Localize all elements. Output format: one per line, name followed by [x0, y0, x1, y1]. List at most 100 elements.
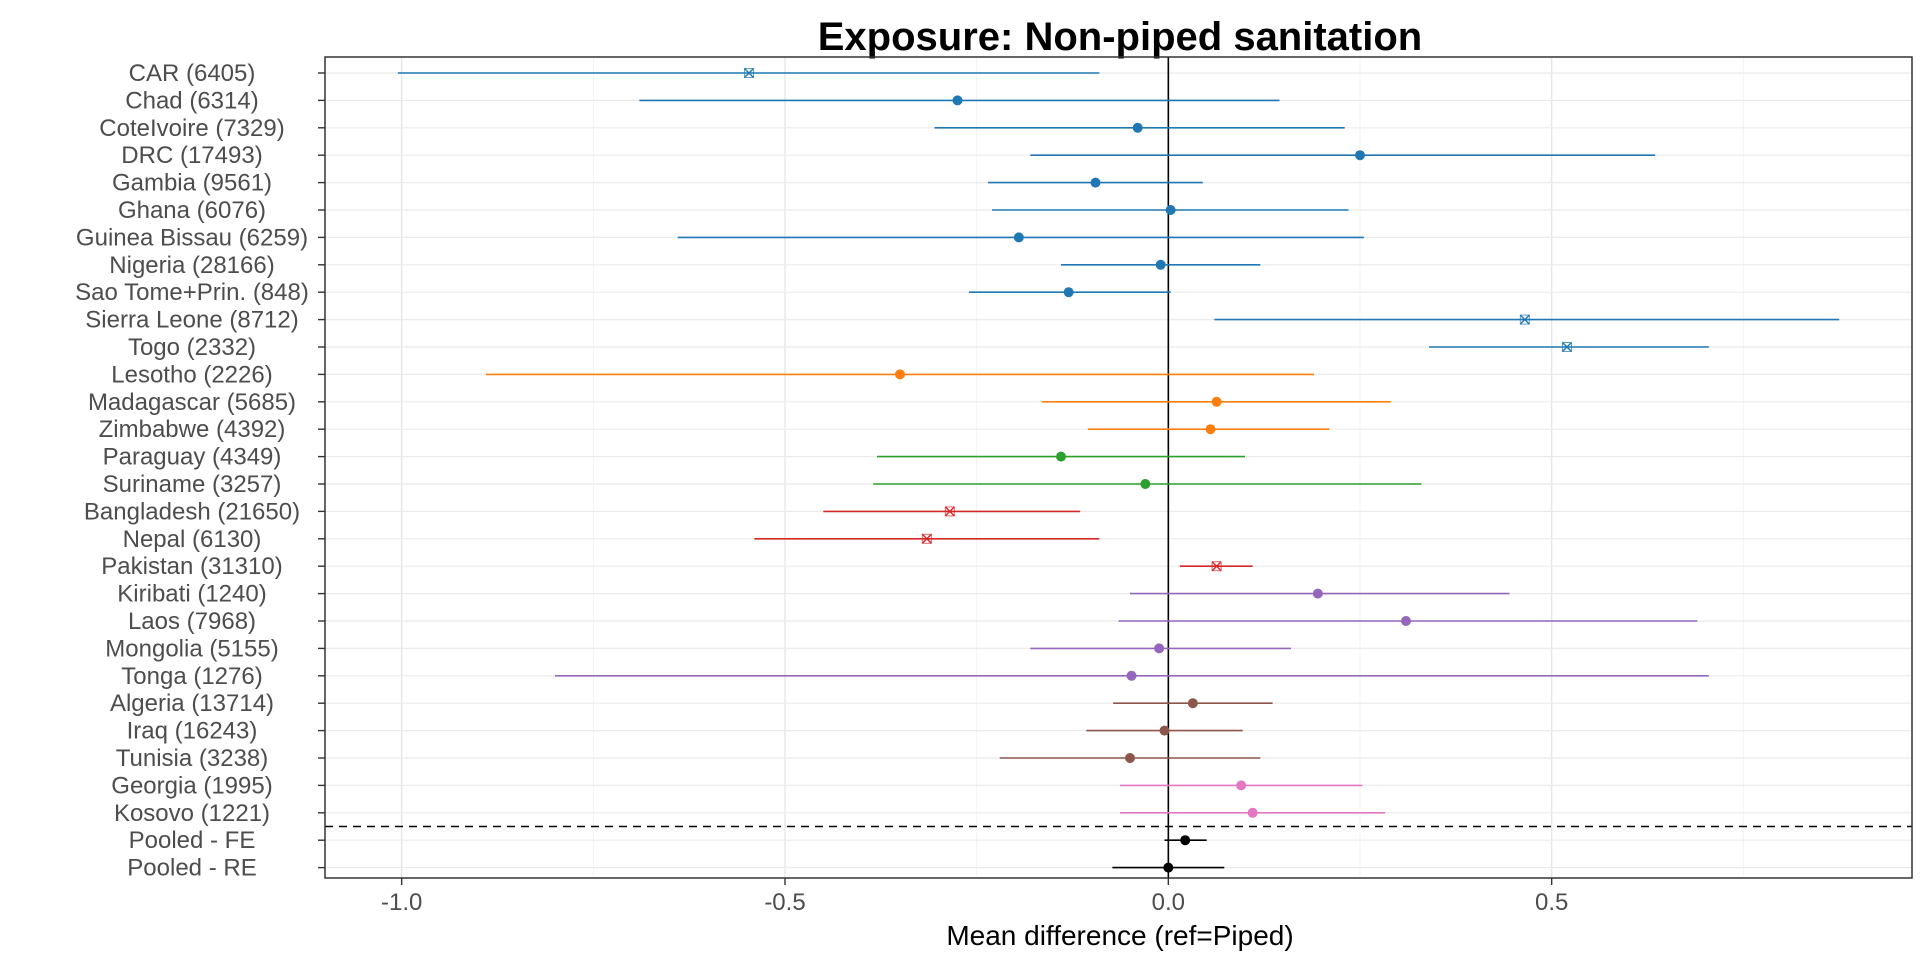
- point-estimate: [1401, 616, 1411, 626]
- row-label: Sao Tome+Prin. (848): [75, 279, 309, 306]
- forest-row: Madagascar (5685): [88, 389, 1391, 416]
- forest-row: CoteIvoire (7329): [99, 115, 1345, 142]
- point-estimate: [895, 369, 905, 380]
- point-estimate-box: [1211, 561, 1222, 572]
- forest-row: Pooled - RE: [127, 855, 1225, 882]
- point-estimate-box: [1562, 342, 1572, 352]
- row-label: Kiribati (1240): [117, 581, 266, 608]
- row-label: Chad (6314): [125, 87, 258, 114]
- forest-row: Laos (7968): [128, 608, 1698, 635]
- point-estimate-cross-b: [1519, 314, 1530, 325]
- point-estimate: [1163, 862, 1174, 873]
- row-label: DRC (17493): [121, 142, 262, 169]
- row-label: Tunisia (3238): [116, 745, 269, 772]
- point-estimate: [1165, 205, 1176, 215]
- point-estimate: [1180, 835, 1191, 846]
- panel-border: [324, 56, 1913, 879]
- point-estimate: [1132, 122, 1143, 133]
- point-estimate: [1211, 396, 1222, 407]
- point-estimate-box: [1519, 314, 1530, 325]
- point-estimate: [1247, 807, 1258, 818]
- row-label: Kosovo (1221): [114, 800, 270, 827]
- point-estimate: [1126, 670, 1137, 681]
- forest-row: Paraguay (4349): [103, 444, 1245, 471]
- row-label: Pooled - RE: [127, 855, 256, 882]
- row-label: Algeria (13714): [110, 690, 274, 717]
- x-tick-label: -1.0: [381, 889, 422, 916]
- point-estimate: [1355, 150, 1365, 161]
- row-label: Pakistan (31310): [101, 553, 282, 580]
- row-label: Laos (7968): [128, 608, 256, 635]
- forest-row: Bangladesh (21650): [84, 498, 1081, 525]
- axis-layer: -1.0 -0.5 0.0 0.5: [381, 878, 1568, 916]
- row-label: Togo (2332): [128, 334, 256, 361]
- forest-row: Kiribati (1240): [117, 581, 1510, 608]
- row-label: Suriname (3257): [103, 471, 282, 498]
- forest-row: Kosovo (1221): [114, 800, 1386, 827]
- row-label: Georgia (1995): [111, 772, 272, 799]
- forest-row: Pooled - FE: [129, 827, 1207, 854]
- x-tick-label: -0.5: [764, 889, 805, 916]
- forest-row: Tonga (1276): [121, 663, 1709, 690]
- forest-row: Sao Tome+Prin. (848): [75, 279, 1171, 306]
- forest-row: Pakistan (31310): [101, 553, 1253, 580]
- row-label: Gambia (9561): [112, 170, 272, 197]
- point-estimate-box: [944, 506, 955, 517]
- point-estimate: [1013, 232, 1024, 243]
- forest-row: Zimbabwe (4392): [99, 416, 1330, 443]
- row-label: Lesotho (2226): [111, 361, 272, 388]
- forest-row: Nigeria (28166): [109, 252, 1261, 279]
- point-estimate: [1187, 698, 1198, 709]
- row-label: Nigeria (28166): [109, 252, 274, 279]
- forest-row: Guinea Bissau (6259): [76, 224, 1364, 251]
- x-tick-label: 0.5: [1535, 889, 1568, 916]
- row-label: Nepal (6130): [123, 526, 262, 553]
- forest-row: Togo (2332): [128, 334, 1709, 361]
- point-estimate: [1205, 424, 1216, 435]
- forest-row: Algeria (13714): [110, 690, 1273, 717]
- forest-row: Suriname (3257): [103, 471, 1422, 498]
- point-estimate-cross-b: [743, 68, 754, 78]
- forest-row: Tunisia (3238): [116, 745, 1261, 772]
- point-estimate-cross-b: [921, 533, 932, 544]
- forest-row: Iraq (16243): [127, 718, 1243, 745]
- row-label: Madagascar (5685): [88, 389, 296, 416]
- point-estimate: [1154, 643, 1165, 654]
- point-estimate-box: [743, 68, 754, 78]
- point-estimate-cross-b: [1211, 561, 1222, 572]
- x-axis-title: Mean difference (ref=Piped): [946, 920, 1293, 951]
- forest-row: Ghana (6076): [118, 197, 1349, 224]
- point-estimate-cross-b: [944, 506, 955, 517]
- row-label: Ghana (6076): [118, 197, 266, 224]
- row-label: CoteIvoire (7329): [99, 115, 284, 142]
- row-label: Iraq (16243): [127, 718, 258, 745]
- row-label: CAR (6405): [129, 60, 256, 87]
- forest-row: Mongolia (5155): [105, 635, 1291, 662]
- x-tick-label: 0.0: [1152, 889, 1185, 916]
- forest-row: DRC (17493): [121, 142, 1656, 169]
- forest-row: Nepal (6130): [123, 526, 1100, 553]
- reference-layer: [325, 57, 1912, 878]
- point-estimate: [1312, 588, 1323, 599]
- point-estimate: [1090, 177, 1101, 188]
- grid-layer: [325, 57, 1912, 878]
- forest-row: Gambia (9561): [112, 170, 1203, 197]
- row-label: Mongolia (5155): [105, 635, 278, 662]
- row-label: Tonga (1276): [121, 663, 262, 690]
- row-label: Guinea Bissau (6259): [76, 224, 308, 251]
- row-label: Bangladesh (21650): [84, 498, 300, 525]
- forest-row: Chad (6314): [125, 87, 1280, 114]
- point-estimate: [1159, 725, 1170, 736]
- row-label: Zimbabwe (4392): [99, 416, 286, 443]
- forest-row: CAR (6405): [129, 60, 1100, 87]
- forest-row: Lesotho (2226): [111, 361, 1314, 388]
- row-label: Pooled - FE: [129, 827, 256, 854]
- point-estimate: [1063, 287, 1074, 298]
- point-estimate: [1236, 780, 1247, 791]
- forest-row: Georgia (1995): [111, 772, 1363, 799]
- row-label: Sierra Leone (8712): [85, 307, 298, 334]
- point-estimate: [1140, 479, 1151, 489]
- point-estimate: [1155, 259, 1166, 270]
- forest-row: Sierra Leone (8712): [85, 307, 1840, 334]
